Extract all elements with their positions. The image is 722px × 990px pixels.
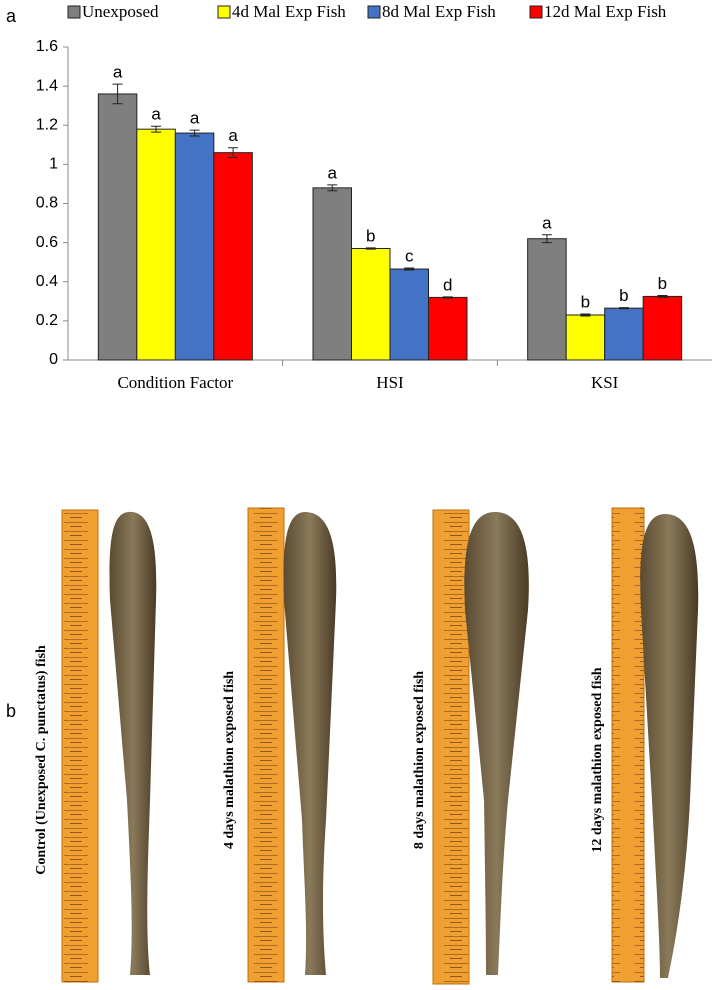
y-tick-label: 0.8 (36, 195, 58, 212)
error-bar (189, 129, 200, 137)
photo-panel (61, 507, 699, 985)
fish-photo (464, 512, 529, 975)
y-tick-label: 0.6 (36, 234, 58, 251)
significance-letter: a (190, 109, 200, 128)
error-bar (112, 83, 123, 105)
significance-letter: a (228, 126, 238, 145)
ruler (61, 509, 99, 983)
legend-label: Unexposed (82, 2, 159, 21)
y-tick-label: 0 (49, 351, 58, 368)
bar (351, 247, 391, 361)
panel-label: a (6, 6, 17, 26)
legend-swatch (217, 5, 231, 19)
ruler (611, 507, 645, 983)
error-bar (580, 313, 591, 317)
x-tick-label: HSI (376, 373, 404, 392)
bar (604, 307, 644, 361)
significance-letter: c (405, 247, 414, 266)
photo-caption: Control (Unexposed C. punctatus) fish (34, 645, 49, 875)
ruler (432, 509, 470, 985)
significance-letter: a (113, 63, 123, 82)
significance-letter: a (151, 105, 161, 124)
error-bar (151, 125, 162, 133)
significance-letter: b (619, 286, 628, 305)
bar (642, 295, 683, 361)
error-bar (618, 307, 629, 310)
bar (174, 132, 215, 361)
bar (565, 314, 606, 361)
bar (312, 187, 352, 361)
significance-letter: b (366, 226, 375, 245)
error-bar (365, 247, 376, 250)
bar (389, 268, 429, 361)
y-tick-label: 0.2 (36, 312, 58, 329)
panel-label: b (6, 701, 16, 721)
photo-caption: 4 days malathion exposed fish (222, 671, 237, 849)
x-tick-label: Condition Factor (117, 373, 233, 392)
bar (428, 296, 468, 361)
error-bar (404, 267, 415, 271)
error-bar (327, 184, 338, 192)
legend-label: 12d Mal Exp Fish (544, 2, 667, 21)
y-tick-label: 1.4 (36, 77, 58, 94)
significance-letter: d (443, 275, 452, 294)
fish-photo (283, 512, 337, 975)
bar (97, 93, 138, 361)
legend-swatch (529, 5, 543, 19)
fish-photo (640, 514, 699, 978)
significance-letter: b (658, 274, 667, 293)
fish-photo (109, 511, 157, 975)
legend-label: 8d Mal Exp Fish (382, 2, 496, 21)
x-tick-label: KSI (591, 373, 619, 392)
legend-swatch (367, 5, 381, 19)
y-tick-label: 0.4 (36, 273, 58, 290)
error-bar (657, 294, 668, 298)
photo-caption: 12 days malathion exposed fish (590, 667, 605, 852)
y-tick-label: 1.6 (36, 38, 58, 55)
legend-label: 4d Mal Exp Fish (232, 2, 346, 21)
y-tick-label: 1 (49, 156, 58, 173)
ruler (247, 507, 285, 983)
significance-letter: a (542, 213, 552, 232)
bar (527, 238, 567, 361)
bar (213, 152, 253, 361)
error-bar (442, 296, 453, 299)
y-tick-label: 1.2 (36, 116, 58, 133)
bar (136, 128, 176, 361)
legend-swatch (67, 5, 81, 19)
significance-letter: b (581, 293, 590, 312)
error-bar (228, 147, 239, 159)
error-bar (541, 234, 552, 244)
significance-letter: a (328, 163, 338, 182)
photo-caption: 8 days malathion exposed fish (412, 671, 427, 849)
